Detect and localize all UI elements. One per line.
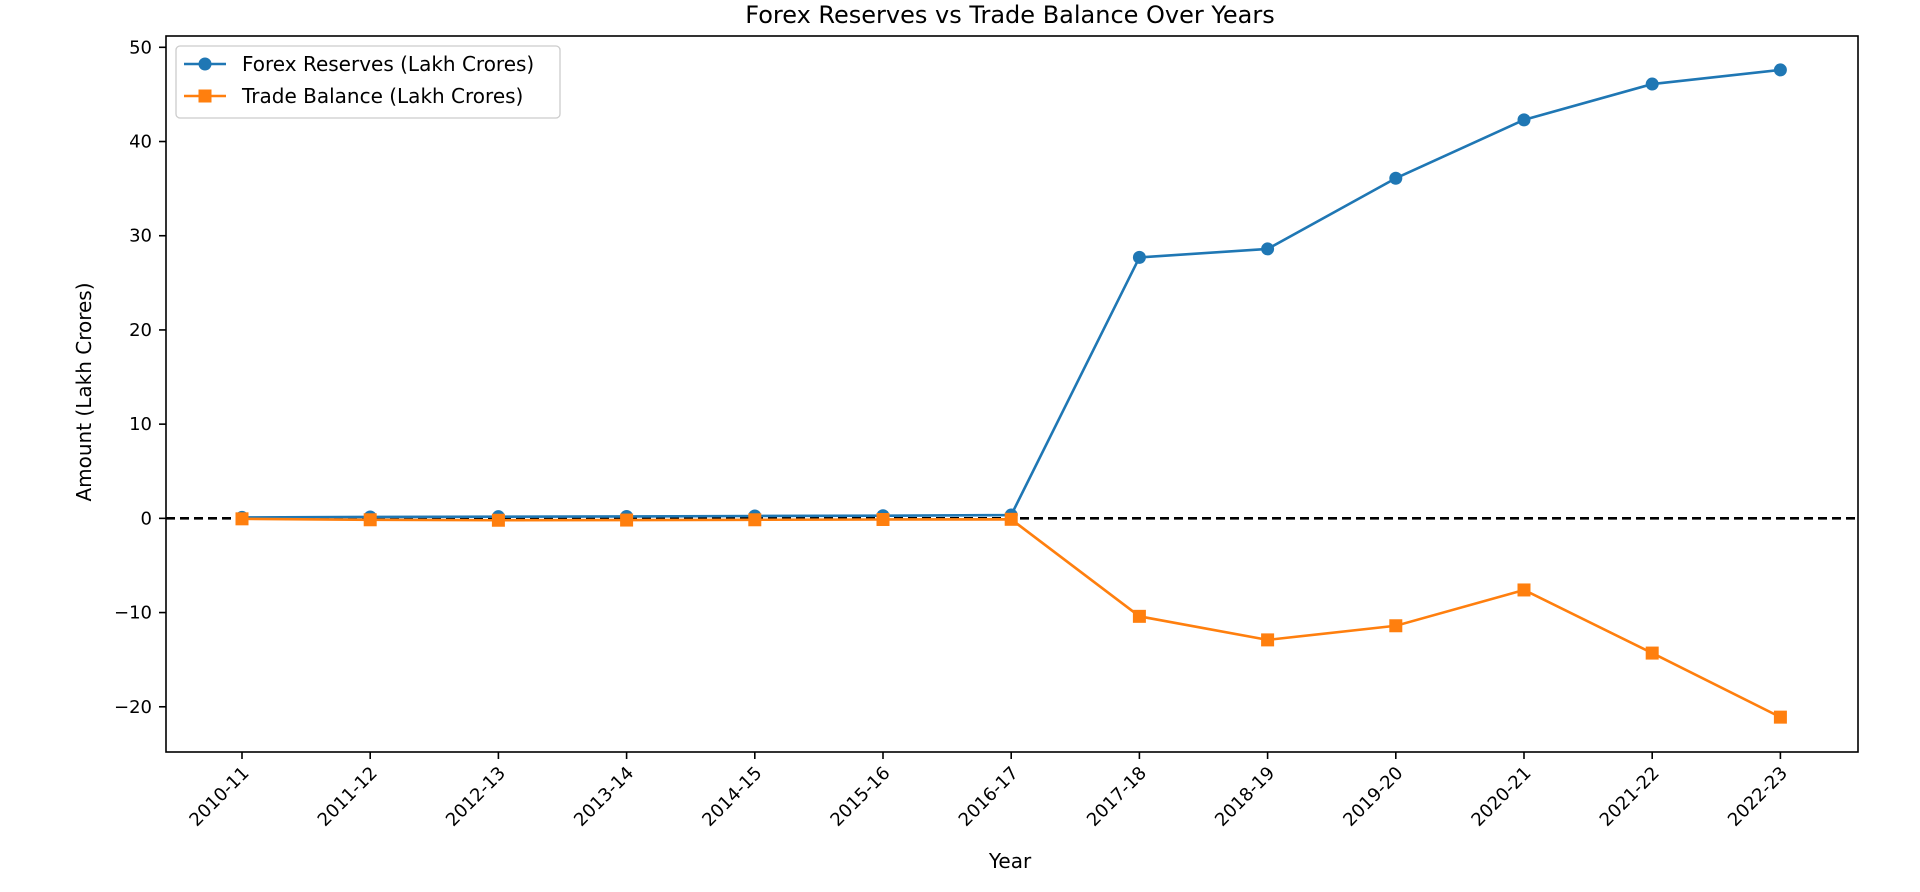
- trade-balance-point: [1004, 512, 1018, 526]
- forex-reserves-point: [1132, 250, 1146, 264]
- forex-reserves-point: [1773, 63, 1787, 77]
- x-tick-label: 2013-14: [570, 763, 638, 831]
- x-tick-label: 2018-19: [1211, 763, 1279, 831]
- legend-trade-balance-label: Trade Balance (Lakh Crores): [241, 84, 523, 108]
- forex-reserves-point: [1645, 77, 1659, 91]
- trade-balance-line: [241, 517, 1781, 719]
- y-axis-title: Amount (Lakh Crores): [72, 282, 96, 501]
- x-tick-label: 2019-20: [1339, 763, 1407, 831]
- x-tick-label: 2020-21: [1467, 763, 1535, 831]
- x-tick-label: 2017-18: [1083, 763, 1151, 831]
- trade-balance-point: [1261, 633, 1275, 647]
- axes: −20 −10 0 10 20 30 40 50 2010-11 2011-12 2012-13 20…: [114, 35, 1859, 831]
- forex-reserves-point: [1389, 171, 1403, 185]
- chart-title: Forex Reserves vs Trade Balance Over Yea…: [745, 1, 1274, 29]
- trade-balance-point: [1389, 619, 1403, 633]
- x-tick-label: 2014-15: [698, 763, 766, 831]
- forex-reserves-point: [1517, 113, 1531, 127]
- trade-balance-point: [1517, 583, 1531, 597]
- plot-area: [166, 63, 1858, 724]
- y-tick-label: 10: [129, 414, 152, 435]
- y-tick-label: 40: [129, 132, 152, 153]
- forex-reserves-point: [1261, 242, 1275, 256]
- legend-forex-reserves-marker: [198, 57, 212, 71]
- legend-box: [175, 45, 561, 119]
- trade-balance-point: [1645, 646, 1659, 660]
- y-tick-label: 20: [129, 320, 152, 341]
- trade-balance-point: [620, 513, 634, 527]
- legend-forex-reserves-label: Forex Reserves (Lakh Crores): [242, 52, 534, 76]
- plot-frame: [165, 35, 1859, 753]
- trade-balance-point: [1773, 710, 1787, 724]
- forex-reserves-line: [241, 68, 1781, 519]
- y-tick-label: 0: [141, 508, 152, 529]
- x-axis-title: Year: [988, 849, 1032, 873]
- x-tick-label: 2022-23: [1724, 763, 1792, 831]
- trade-balance-point: [491, 513, 505, 527]
- x-tick-label: 2011-12: [314, 763, 382, 831]
- legend-trade-balance-marker: [198, 89, 212, 103]
- y-tick-label: −20: [114, 697, 152, 718]
- trade-balance-point: [1132, 609, 1146, 623]
- y-tick-label: 30: [129, 226, 152, 247]
- y-tick-label: 50: [129, 37, 152, 58]
- x-tick-label: 2010-11: [185, 763, 253, 831]
- x-tick-label: 2015-16: [826, 763, 894, 831]
- trade-balance-point: [748, 513, 762, 527]
- x-tick-label: 2016-17: [955, 763, 1023, 831]
- x-tick-label: 2021-22: [1596, 763, 1664, 831]
- trade-balance-point: [363, 513, 377, 527]
- y-tick-label: −10: [114, 603, 152, 624]
- legend: Forex Reserves (Lakh Crores) Trade Balanc…: [175, 45, 561, 119]
- trade-balance-point: [235, 512, 249, 526]
- trade-balance-point: [876, 512, 890, 526]
- x-tick-label: 2012-13: [442, 763, 510, 831]
